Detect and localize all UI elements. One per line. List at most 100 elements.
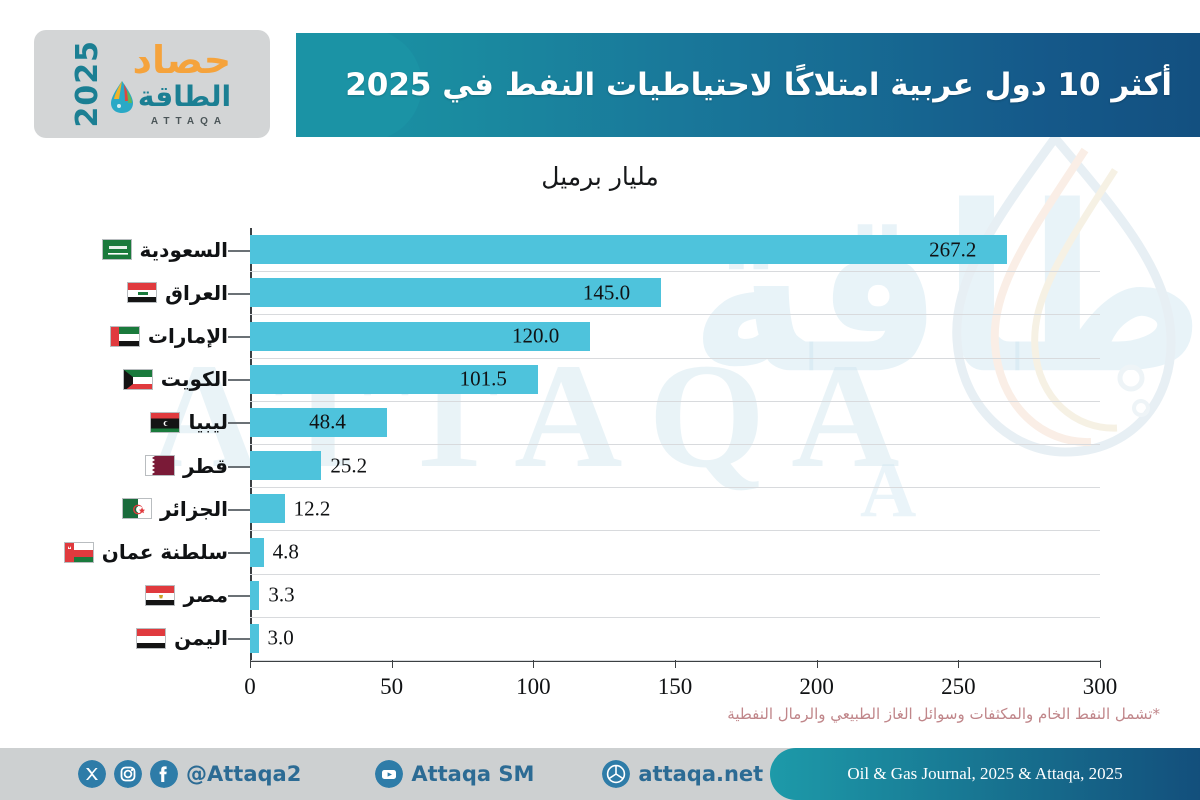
social-group-handles[interactable]: @Attaqa2 [78, 760, 301, 788]
bar[interactable] [250, 235, 1008, 265]
x-axis-tick-label: 300 [1082, 674, 1118, 699]
gridline [250, 271, 1100, 273]
bar[interactable] [250, 451, 322, 481]
category-name: سلطنة عمان [101, 540, 228, 564]
bar-row: 120.0 [250, 321, 1100, 351]
social-handle-label: @Attaqa2 [186, 762, 302, 786]
bar-value-label: 3.0 [267, 625, 294, 650]
bar-value-label: 48.4 [309, 409, 346, 434]
ly-flag [150, 411, 181, 433]
attaqa-globe-icon[interactable] [602, 760, 631, 788]
logo-droplet-icon [110, 81, 133, 113]
bar-value-label: 120.0 [512, 323, 560, 348]
gridline [250, 487, 1100, 489]
youtube-label: Attaqa SM [411, 762, 535, 786]
instagram-icon[interactable] [114, 760, 142, 788]
bar[interactable] [250, 537, 264, 567]
x-axis-tick-label: 0 [244, 674, 256, 699]
category-label-2: العراق [127, 281, 228, 305]
x-axis-tick-label: 150 [657, 674, 693, 699]
category-name: اليمن [174, 626, 228, 651]
attaqa-logo[interactable]: 2025 حصاد الطاقة ATTAQA [34, 30, 270, 138]
category-name: الجزائر [159, 496, 228, 521]
social-group-youtube[interactable]: Attaqa SM [375, 760, 534, 788]
chart-subtitle: مليار برميل [541, 162, 659, 191]
category-label-8: سلطنة عمان [63, 540, 228, 564]
plot-area: 267.2 145.0 120.0 101.5 48.4 25.2 12.2 4.8 3.3 3.… [228, 228, 1100, 661]
sa-flag [101, 239, 132, 261]
gridline [250, 444, 1100, 445]
chart-footnote: *تشمل النفط الخام والمكثفات وسوائل الغاز… [727, 705, 1160, 723]
gridline [250, 314, 1100, 316]
category-name: الإمارات [147, 324, 228, 348]
category-name: ليبيا [188, 410, 228, 435]
bar-value-label: 4.8 [272, 539, 299, 564]
category-name: قطر [182, 453, 228, 478]
bar-row: 4.8 [250, 537, 1100, 567]
x-axis-tick-label: 50 [380, 674, 404, 699]
y-axis-tick [228, 379, 250, 382]
y-axis-tick [228, 249, 250, 252]
website-group[interactable]: attaqa.net [602, 760, 763, 788]
source-badge: Oil & Gas Journal, 2025 & Attaqa, 2025 [770, 748, 1200, 800]
eg-flag [145, 584, 176, 606]
x-axis-tick [391, 660, 393, 668]
x-twitter-icon[interactable] [78, 760, 106, 788]
y-axis-tick [228, 595, 250, 598]
category-label-10: اليمن [136, 626, 228, 650]
bar[interactable] [250, 407, 388, 437]
bar-row: 12.2 [250, 494, 1100, 524]
y-axis-tick [228, 422, 250, 425]
bar-row: 25.2 [250, 451, 1100, 481]
y-axis-tick [228, 508, 250, 511]
category-label-5: ليبيا [150, 410, 228, 434]
bar[interactable] [250, 364, 538, 394]
om-flag [63, 541, 94, 563]
x-axis-tick-label: 250 [941, 674, 976, 699]
chart-container: مليار برميل 267.2 145.0 120.0 101.5 48.4 25.2… [0, 150, 1200, 699]
x-axis-tick [1100, 660, 1101, 668]
footer-bar: @Attaqa2 Attaqa SM attaqa.net Oil & Gas … [0, 748, 1200, 800]
bar-value-label: 101.5 [459, 366, 507, 391]
bar-value-label: 25.2 [330, 453, 368, 478]
bar-row: 3.0 [250, 623, 1100, 653]
gridline [250, 357, 1100, 359]
qa-flag [144, 455, 175, 477]
x-axis-tick [958, 660, 960, 668]
bar-value-label: 267.2 [929, 237, 977, 262]
bar[interactable] [250, 321, 590, 351]
category-label-1: السعودية [101, 238, 228, 262]
bar[interactable] [250, 494, 285, 524]
category-label-6: قطر [144, 453, 228, 478]
page-title: أكثر 10 دول عربية امتلاكًا لاحتياطيات ال… [345, 67, 1172, 103]
bar[interactable] [250, 580, 260, 610]
bar-row: 101.5 [250, 364, 1100, 394]
category-name: مصر [183, 583, 228, 608]
y-axis-tick [228, 336, 250, 338]
x-axis-tick-label: 100 [516, 674, 551, 699]
category-label-3: الإمارات [109, 324, 228, 348]
logo-taqa-word: الطاقة [137, 80, 232, 113]
y-axis-tick [228, 552, 250, 554]
bar-value-label: 3.3 [268, 582, 295, 607]
ye-flag [136, 627, 167, 649]
x-axis-tick [675, 660, 676, 668]
website-label: attaqa.net [638, 762, 764, 786]
bar[interactable] [250, 278, 661, 308]
y-axis-tick [228, 638, 250, 641]
gridline [250, 530, 1100, 532]
facebook-icon[interactable] [150, 760, 178, 788]
bar-value-label: 12.2 [293, 496, 331, 521]
y-axis-tick [228, 465, 250, 468]
x-axis-tick [533, 660, 535, 668]
youtube-icon[interactable] [375, 760, 404, 788]
x-axis-tick-label: 200 [799, 674, 834, 699]
gridline [250, 573, 1100, 575]
bar-row: 267.2 [250, 235, 1100, 265]
bar[interactable] [250, 623, 259, 653]
y-axis-tick [228, 292, 250, 295]
x-axis-tick [250, 660, 251, 668]
category-name: الكويت [160, 367, 228, 392]
bar-value-label: 145.0 [582, 280, 631, 305]
